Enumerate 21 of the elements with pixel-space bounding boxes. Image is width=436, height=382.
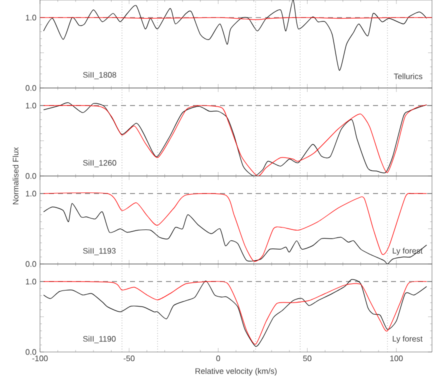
y-tick-label: 1.0: [26, 14, 36, 20]
x-axis-title: Relative velocity (km/s): [196, 368, 277, 376]
annotation: SiII_1190: [83, 336, 116, 344]
x-tick-label: -50: [124, 356, 135, 362]
x-tick-label: 100: [390, 356, 403, 362]
y-tick-label: 0.0: [26, 85, 36, 91]
annotation: SiII_1193: [83, 248, 116, 256]
x-tick-label: -100: [32, 356, 48, 362]
x-tick-label: 50: [303, 356, 312, 362]
annotation: SiII_1260: [83, 160, 116, 168]
y-tick-label: 1.0: [26, 190, 36, 196]
y-tick-label: 1.0: [26, 102, 36, 108]
y-tick-label: 1.0: [26, 278, 36, 284]
y-tick-label: 0.0: [26, 173, 36, 179]
y-axis-title: Normalised Flux: [12, 147, 18, 204]
x-tick-label: 0: [216, 356, 220, 362]
annotation: SiII_1808: [83, 72, 116, 80]
y-tick-label: 0.0: [26, 349, 36, 355]
annotation: Ly forest: [392, 336, 423, 344]
y-tick-label: 0.0: [26, 261, 36, 267]
annotation: Tellurics: [394, 73, 422, 80]
